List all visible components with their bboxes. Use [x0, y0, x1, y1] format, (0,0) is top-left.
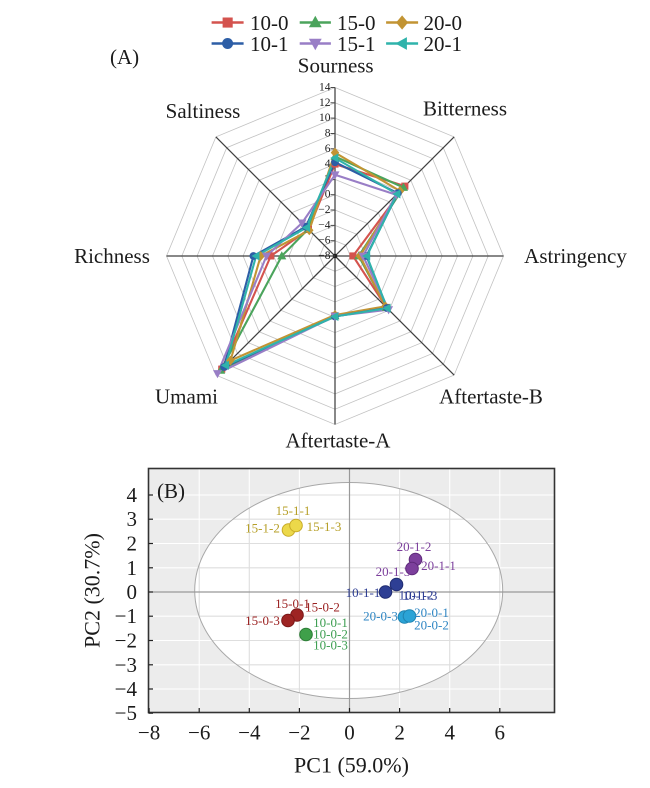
svg-text:10-0-2: 10-0-2	[313, 627, 348, 642]
svg-text:−2: −2	[318, 204, 330, 216]
svg-text:Saltiness: Saltiness	[166, 99, 241, 123]
svg-text:−5: −5	[115, 701, 137, 725]
svg-text:−4: −4	[318, 219, 330, 231]
svg-text:Umami: Umami	[155, 385, 218, 409]
svg-text:(A): (A)	[110, 45, 139, 69]
svg-text:−2: −2	[288, 721, 310, 745]
svg-text:PC1 (59.0%): PC1 (59.0%)	[294, 753, 409, 778]
svg-text:Richness: Richness	[74, 244, 150, 268]
svg-text:−3: −3	[115, 653, 137, 677]
svg-text:6: 6	[325, 143, 331, 155]
svg-text:−4: −4	[238, 721, 261, 745]
svg-text:2: 2	[394, 721, 405, 745]
svg-text:−1: −1	[115, 604, 137, 628]
svg-text:20-1-1: 20-1-1	[421, 558, 456, 573]
svg-text:10-1-1: 10-1-1	[346, 585, 381, 600]
svg-text:PC2 (30.7%): PC2 (30.7%)	[80, 533, 105, 648]
svg-text:6: 6	[495, 721, 506, 745]
svg-text:−8: −8	[138, 721, 160, 745]
svg-text:Sourness: Sourness	[298, 54, 374, 78]
svg-text:4: 4	[127, 483, 138, 507]
svg-text:15-0-3: 15-0-3	[245, 613, 280, 628]
svg-text:14: 14	[319, 82, 331, 94]
svg-text:20-1: 20-1	[424, 32, 463, 56]
svg-text:10-1: 10-1	[250, 32, 289, 56]
svg-text:15-1-2: 15-1-2	[245, 521, 280, 536]
svg-text:Aftertaste-A: Aftertaste-A	[286, 429, 392, 453]
svg-text:Bitterness: Bitterness	[423, 97, 507, 121]
svg-text:1: 1	[127, 556, 138, 580]
svg-text:12: 12	[319, 97, 331, 109]
svg-text:10-1-2: 10-1-2	[399, 588, 434, 603]
svg-text:15-0-2: 15-0-2	[305, 600, 340, 615]
svg-text:−8: −8	[318, 250, 330, 262]
svg-text:Astringency: Astringency	[524, 244, 627, 268]
svg-text:4: 4	[444, 721, 455, 745]
svg-text:0: 0	[344, 721, 355, 745]
svg-text:0: 0	[127, 580, 138, 604]
svg-text:20-0: 20-0	[424, 11, 463, 35]
svg-text:20-0-1: 20-0-1	[414, 605, 449, 620]
svg-text:15-0: 15-0	[337, 11, 376, 35]
svg-text:−6: −6	[188, 721, 210, 745]
svg-text:8: 8	[325, 128, 331, 140]
svg-text:15-1: 15-1	[337, 32, 376, 56]
svg-text:2: 2	[127, 532, 138, 556]
svg-text:20-0-2: 20-0-2	[414, 618, 449, 633]
svg-text:−4: −4	[115, 677, 138, 701]
svg-text:10-0-1: 10-0-1	[313, 615, 348, 630]
svg-text:20-1-2: 20-1-2	[397, 539, 432, 554]
svg-text:15-0-1: 15-0-1	[275, 596, 310, 611]
svg-text:4: 4	[325, 158, 331, 170]
svg-text:0: 0	[325, 189, 331, 201]
svg-text:10-0-3: 10-0-3	[313, 638, 348, 653]
svg-text:10-0: 10-0	[250, 11, 289, 35]
svg-text:20-1-3: 20-1-3	[376, 564, 411, 579]
svg-text:20-0-3: 20-0-3	[363, 609, 398, 624]
svg-text:(B): (B)	[157, 479, 185, 503]
svg-text:10-1-3: 10-1-3	[403, 588, 438, 603]
svg-text:−2: −2	[115, 629, 137, 653]
svg-text:Aftertaste-B: Aftertaste-B	[439, 385, 543, 409]
svg-text:−6: −6	[318, 235, 330, 247]
svg-text:15-1-1: 15-1-1	[276, 503, 311, 518]
svg-text:15-1-3: 15-1-3	[307, 519, 342, 534]
svg-text:10: 10	[319, 112, 331, 124]
svg-text:3: 3	[127, 507, 138, 531]
